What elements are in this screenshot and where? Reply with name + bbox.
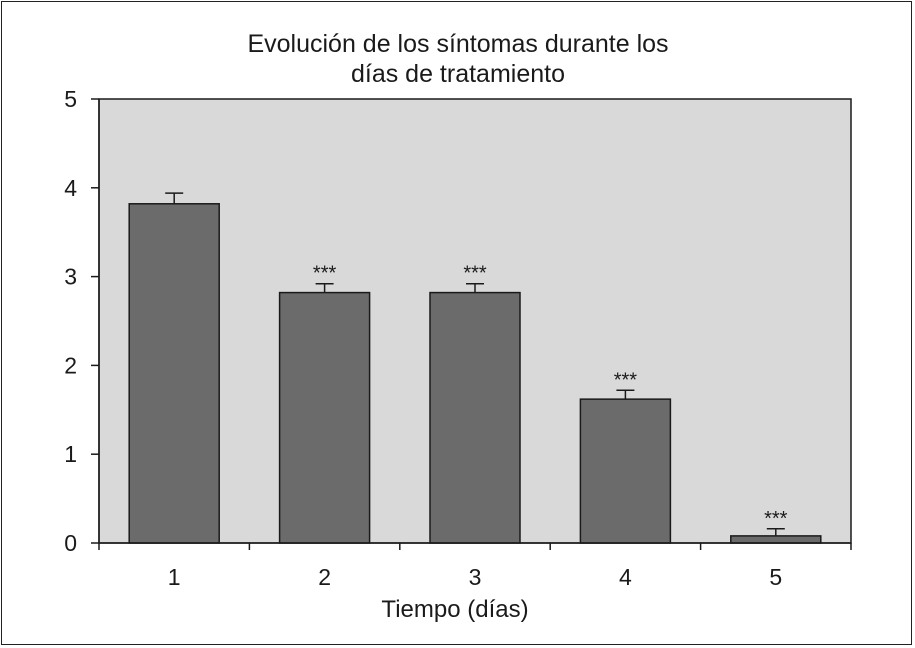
x-tick-label-2: 2 (318, 564, 331, 590)
significance-label-2: *** (313, 263, 337, 285)
bar-2 (278, 291, 371, 544)
bar-5 (730, 535, 822, 544)
x-tick-label-4: 4 (619, 564, 632, 590)
bars-group: *** *** *** *** (128, 192, 822, 544)
x-tick-label-1: 1 (168, 564, 181, 590)
chart-title-line-2: días de tratamiento (351, 60, 565, 88)
y-tick-label-4: 4 (64, 175, 77, 201)
y-tick-label-0: 0 (64, 530, 77, 556)
y-tick-label-2: 2 (64, 352, 77, 378)
significance-label-5: *** (764, 508, 788, 530)
significance-label-3: *** (463, 263, 487, 285)
chart-title: Evolución de los síntomas durante los dí… (247, 30, 668, 88)
bar-3 (429, 291, 521, 544)
x-axis: 1 2 3 4 5 (98, 542, 852, 590)
y-tick-label-3: 3 (64, 264, 77, 290)
x-tick-label-3: 3 (469, 564, 482, 590)
bar-1 (128, 203, 220, 544)
bar-4 (579, 398, 672, 544)
significance-label-4: *** (614, 369, 638, 391)
y-tick-label-5: 5 (64, 86, 77, 112)
y-tick-label-1: 1 (64, 441, 77, 467)
x-tick-label-5: 5 (769, 564, 782, 590)
y-axis: 0 1 2 3 4 5 (64, 86, 100, 556)
x-axis-label: Tiempo (días) (381, 596, 528, 623)
chart-title-line-1: Evolución de los síntomas durante los (247, 30, 668, 58)
